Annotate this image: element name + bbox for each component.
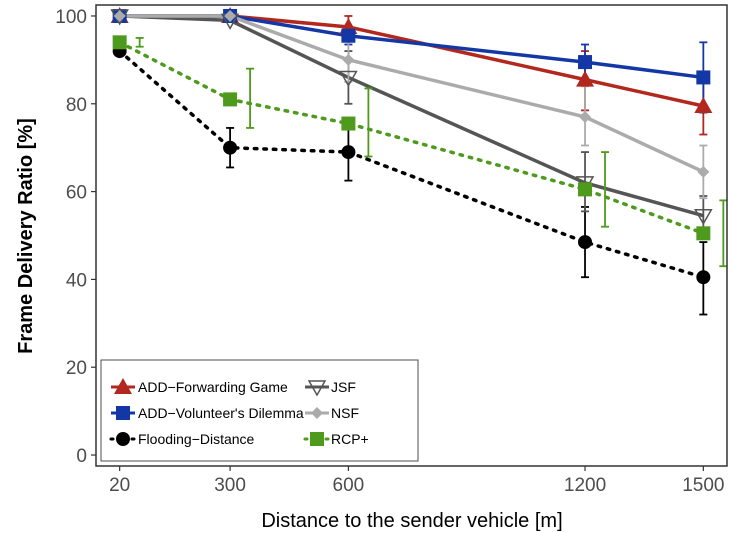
legend-key <box>114 378 132 394</box>
data-point <box>694 96 713 113</box>
error-bar <box>719 199 728 268</box>
legend-key <box>310 432 324 446</box>
error-bar <box>135 37 144 48</box>
error-bar <box>581 151 590 213</box>
legend-key <box>311 407 323 419</box>
x-tick-label: 300 <box>214 475 246 496</box>
legend-label: NSF <box>331 405 359 421</box>
legend-entry: JSF <box>305 379 356 397</box>
legend-entry: Flooding−Distance <box>109 431 255 447</box>
y-tick-label: 40 <box>66 270 87 291</box>
y-axis-title: Frame Delivery Ratio [%] <box>15 118 37 354</box>
data-point <box>694 208 713 226</box>
y-tick-label: 20 <box>66 358 87 379</box>
legend-entry: ADD−Volunteer's Dilemma <box>111 405 304 421</box>
y-tick-label: 80 <box>66 95 87 116</box>
legend-entry: NSF <box>305 405 359 421</box>
x-tick-label: 1200 <box>564 475 606 496</box>
data-point <box>113 9 126 22</box>
data-point <box>342 53 355 66</box>
data-point <box>578 55 593 70</box>
legend-key <box>307 380 327 397</box>
series-line-5 <box>117 40 706 236</box>
data-point <box>341 28 356 43</box>
legend-box <box>100 359 419 462</box>
data-point <box>696 226 711 241</box>
legend-entry: RCP+ <box>303 431 369 447</box>
plot-area <box>110 6 728 316</box>
data-point <box>579 110 592 123</box>
error-bar <box>246 67 255 129</box>
data-point <box>341 116 356 131</box>
legend-entry: ADD−Forwarding Game <box>111 378 288 395</box>
legend-key <box>116 406 130 420</box>
data-point <box>578 182 593 197</box>
legend: ADD−Forwarding Game ADD−Volunteer's Dilem… <box>100 359 419 462</box>
panel-border <box>95 4 728 467</box>
data-point <box>576 70 595 87</box>
data-point <box>223 140 238 155</box>
legend-key <box>116 432 130 446</box>
y-tick-label: 100 <box>55 7 87 28</box>
data-point <box>224 9 237 22</box>
legend-label: Flooding−Distance <box>138 431 255 447</box>
x-axis-title: Distance to the sender vehicle [m] <box>261 510 562 532</box>
data-point <box>696 70 711 85</box>
y-axis: 0 20 40 60 80 100 <box>55 7 96 467</box>
data-point <box>697 165 710 178</box>
x-axis: 20 300 600 1200 1500 <box>109 466 724 496</box>
x-tick-label: 20 <box>109 475 130 496</box>
x-tick-label: 1500 <box>682 475 724 496</box>
y-tick-label: 0 <box>76 446 87 467</box>
error-bar <box>364 87 373 158</box>
legend-label: RCP+ <box>331 431 369 447</box>
legend-label: ADD−Volunteer's Dilemma <box>138 405 304 421</box>
data-point <box>339 70 358 87</box>
y-tick-label: 60 <box>66 183 87 204</box>
data-point <box>112 35 127 50</box>
data-point <box>696 270 711 285</box>
data-point <box>341 145 356 160</box>
legend-label: ADD−Forwarding Game <box>138 379 288 395</box>
x-tick-label: 600 <box>333 475 365 496</box>
data-point <box>578 235 593 250</box>
error-bar <box>601 151 610 228</box>
legend-label: JSF <box>331 379 356 395</box>
data-point <box>223 92 238 107</box>
